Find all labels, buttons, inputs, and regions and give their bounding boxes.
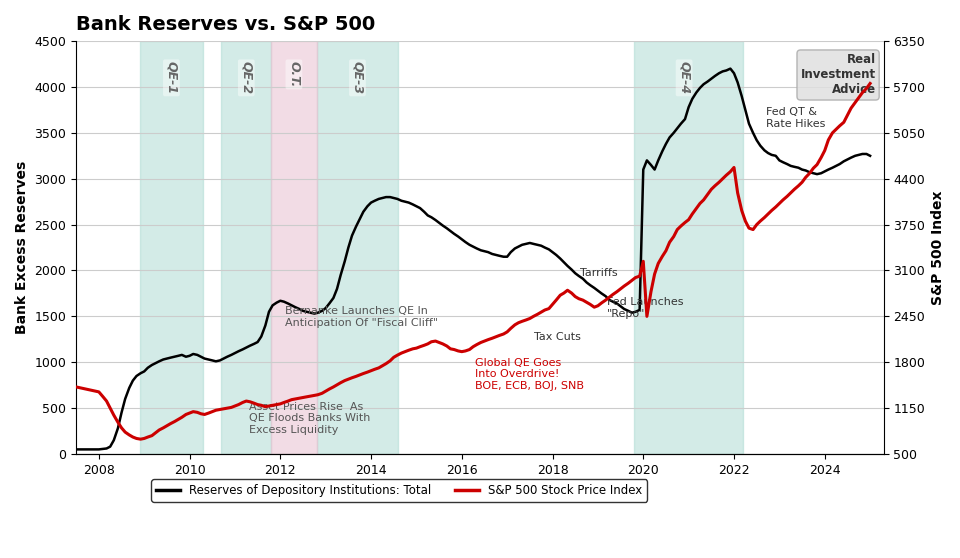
Bar: [317, 41, 398, 454]
Bar: [139, 41, 204, 454]
Text: Asset Prices Rise  As
QE Floods Banks With
Excess Liquidity: Asset Prices Rise As QE Floods Banks Wit…: [249, 402, 370, 435]
Text: Real
Investment
Advice: Real Investment Advice: [801, 54, 876, 97]
Y-axis label: S&P 500 Index: S&P 500 Index: [931, 190, 945, 305]
Bar: [635, 41, 743, 454]
Text: QE-2: QE-2: [240, 61, 252, 94]
Text: Fed QT &
Rate Hikes: Fed QT & Rate Hikes: [766, 107, 826, 129]
Y-axis label: Bank Excess Reserves: Bank Excess Reserves: [15, 161, 29, 334]
Text: Global QE Goes
Into Overdrive!
BOE, ECB, BOJ, SNB: Global QE Goes Into Overdrive! BOE, ECB,…: [475, 358, 585, 391]
Bar: [222, 41, 272, 454]
Text: QE-4: QE-4: [678, 61, 690, 94]
Text: QE-1: QE-1: [165, 61, 178, 94]
Text: Bernanke Launches QE In
Anticipation Of "Fiscal Cliff": Bernanke Launches QE In Anticipation Of …: [285, 306, 438, 328]
Text: Fed Launches
"Repo": Fed Launches "Repo": [607, 297, 684, 319]
Text: Tax Cuts: Tax Cuts: [535, 333, 581, 343]
Text: O.T.: O.T.: [287, 61, 300, 88]
Legend: Reserves of Depository Institutions: Total, S&P 500 Stock Price Index: Reserves of Depository Institutions: Tot…: [152, 479, 647, 502]
Text: QE-3: QE-3: [351, 61, 364, 94]
Text: Tarriffs: Tarriffs: [580, 268, 617, 278]
Text: Bank Reserves vs. S&P 500: Bank Reserves vs. S&P 500: [76, 15, 375, 34]
Bar: [272, 41, 317, 454]
